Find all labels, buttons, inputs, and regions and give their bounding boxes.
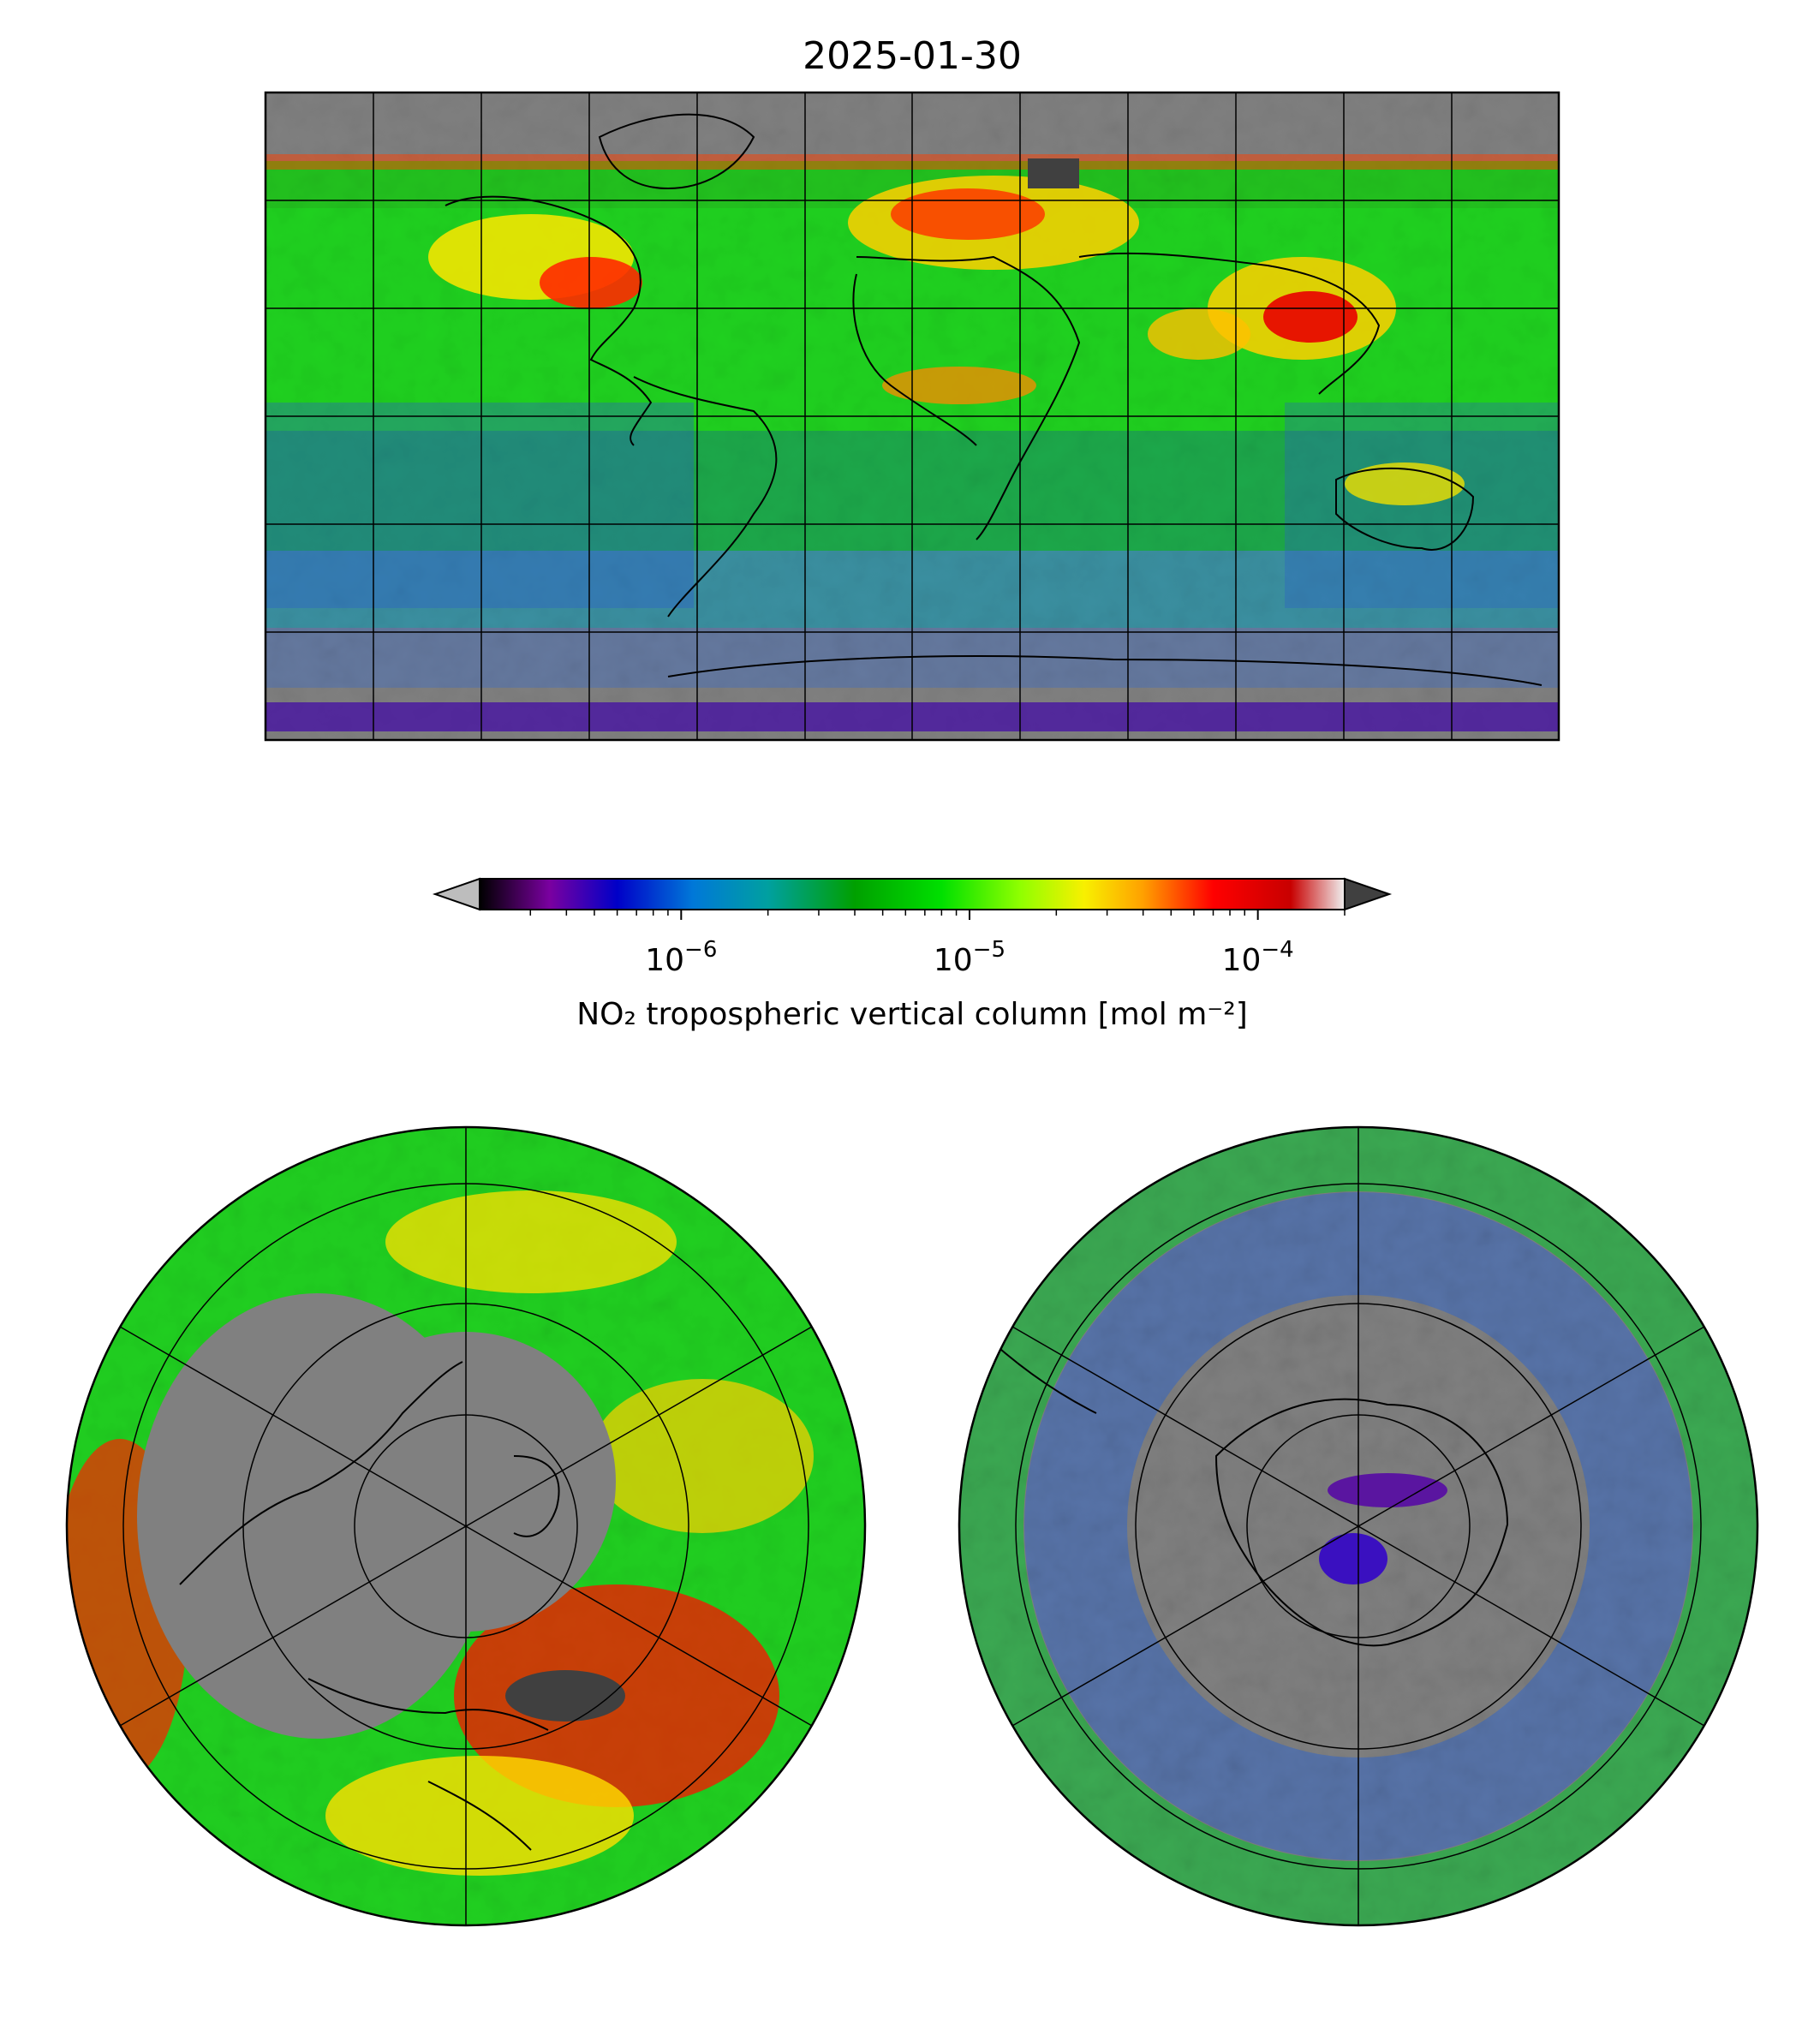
north-frame xyxy=(65,1125,867,1927)
global-pacific-low xyxy=(266,403,694,608)
north-polar-map xyxy=(65,1125,867,1927)
figure-title: 2025-01-30 xyxy=(803,34,1022,78)
south-polar-purple-1 xyxy=(1328,1473,1447,1507)
colorbar: 10−6 10−5 10−4 NO₂ tropospheric vertical… xyxy=(432,877,1393,1032)
north-coastlines xyxy=(179,1361,560,1851)
global-map xyxy=(264,91,1560,742)
south-gridlines xyxy=(1011,1127,1705,1925)
global-hotspot-australia xyxy=(1345,462,1465,505)
colorbar-ticks xyxy=(529,910,1346,920)
global-pacific-west-low xyxy=(1285,403,1559,608)
colorbar-tick-label: 10−5 xyxy=(934,937,1005,978)
global-hotspot-india xyxy=(1148,308,1250,360)
colorbar-tick-label: 10−6 xyxy=(645,937,717,978)
global-hotspot-europe-core xyxy=(891,188,1045,240)
colorbar-label: NO₂ tropospheric vertical column [mol m⁻… xyxy=(576,997,1248,1032)
global-hotspot-us-east xyxy=(540,257,642,308)
north-saturated-patch xyxy=(505,1670,625,1722)
global-hotspot-africa xyxy=(882,367,1036,404)
south-polar-purple-2 xyxy=(1319,1533,1387,1584)
north-gridlines xyxy=(119,1127,813,1925)
global-frame xyxy=(264,91,1560,742)
colorbar-over-extension xyxy=(1344,877,1393,911)
south-frame xyxy=(958,1125,1759,1927)
global-gridlines xyxy=(266,92,1559,740)
global-saturated-patch xyxy=(1028,158,1079,188)
colorbar-tick-label: 10−4 xyxy=(1222,937,1294,978)
colorbar-tick-labels: 10−6 10−5 10−4 xyxy=(645,937,1293,978)
colorbar-frame xyxy=(479,878,1346,910)
global-hotspot-china xyxy=(1263,291,1358,343)
colorbar-under-extension xyxy=(432,877,480,911)
north-yellow-arc xyxy=(385,1191,677,1293)
colorbar-gradient xyxy=(480,879,1345,910)
north-hotspot-asia xyxy=(591,1379,814,1533)
north-hotspot-south xyxy=(325,1756,634,1876)
south-polar-map xyxy=(958,1125,1759,1927)
